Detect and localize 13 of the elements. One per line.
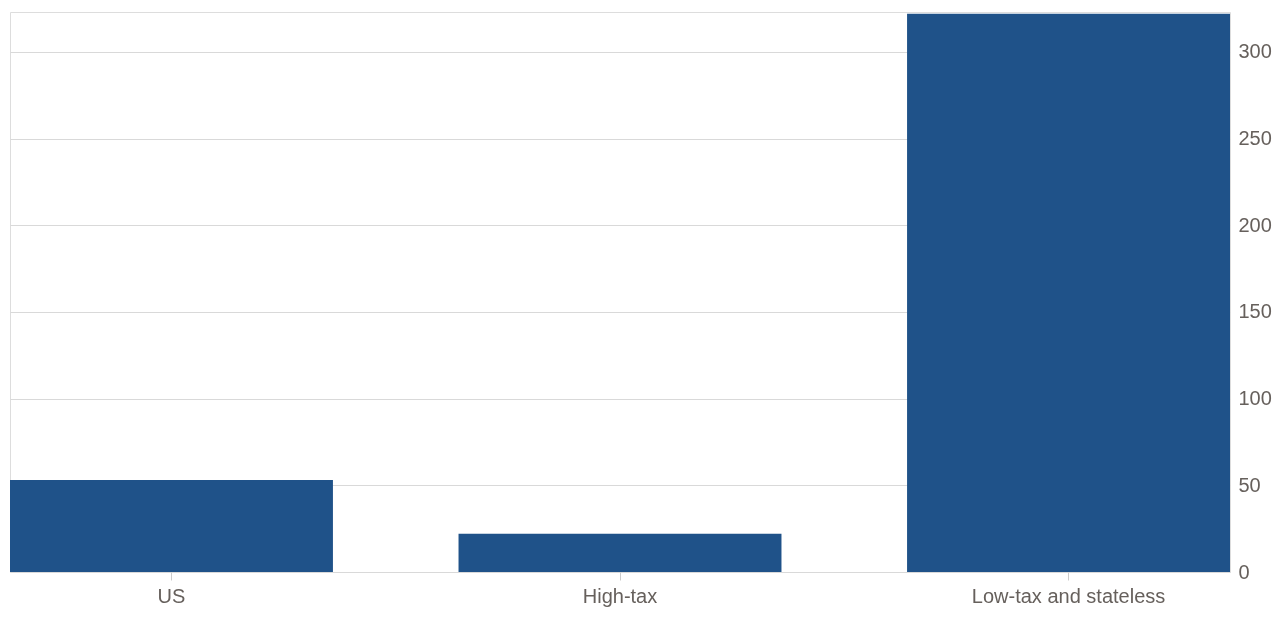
- y-tick-label: 0: [1238, 560, 1250, 583]
- bar: [907, 13, 1230, 572]
- bar: [458, 533, 782, 572]
- y-tick-label: 150: [1238, 300, 1272, 323]
- y-tick-label: 100: [1238, 387, 1272, 410]
- y-tick-label: 250: [1238, 127, 1272, 150]
- y-tick-label: 300: [1238, 40, 1272, 63]
- x-tick-label: High-tax: [582, 584, 658, 607]
- x-tick-label: Low-tax and stateless: [971, 584, 1166, 607]
- x-tick-label: US: [157, 584, 186, 607]
- bar: [10, 480, 333, 572]
- y-tick-label: 50: [1238, 473, 1261, 496]
- y-tick-label: 200: [1238, 213, 1272, 236]
